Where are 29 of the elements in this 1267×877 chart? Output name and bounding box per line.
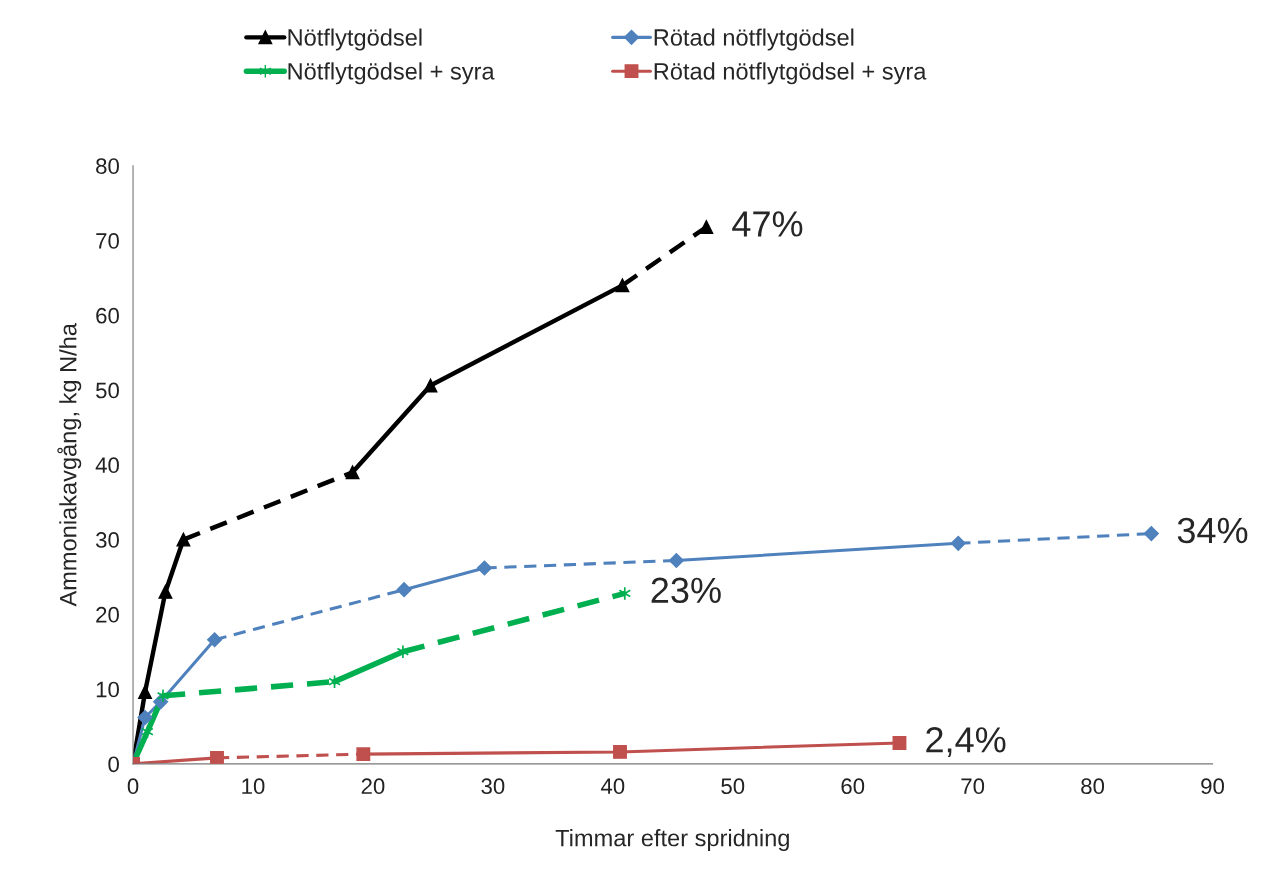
y-tick-label: 30 [95,532,119,548]
x-tick-label: 0 [127,778,139,795]
y-tick-label: 60 [96,307,119,324]
x-tick-label: 70 [961,778,985,795]
x-tick-label: 30 [481,778,505,795]
x-tick-label: 40 [600,778,625,795]
legend-label: Nötflytgödsel [288,28,422,51]
y-tick-label: 20 [96,606,119,623]
y-tick-label: 0 [108,756,119,773]
annotation: 2,4% [926,727,1006,757]
y-tick-label: 80 [96,158,119,175]
y-axis-title: Ammoniakavgång, kg N/ha [57,323,82,607]
y-tick-label: 40 [95,457,119,474]
legend-label: Rötad nötflytgödsel [654,28,854,51]
annotation: 34% [1177,517,1248,544]
x-tick-label: 10 [242,778,265,795]
legend-label: Nötflytgödsel + syra [288,62,495,85]
x-tick-label: 80 [1081,778,1105,795]
y-tick-label: 70 [96,233,119,249]
annotation: 23% [651,577,721,604]
legend-label: Rötad nötflytgödsel + syra [654,62,927,85]
x-tick-label: 60 [841,778,865,795]
x-axis-title: Timmar efter spridning [555,829,789,852]
x-tick-label: 50 [721,778,745,795]
annotation: 47% [732,211,803,237]
x-tick-label: 20 [361,778,385,795]
x-tick-label: 90 [1201,778,1225,795]
y-tick-label: 50 [96,382,119,399]
y-tick-label: 10 [96,681,119,698]
